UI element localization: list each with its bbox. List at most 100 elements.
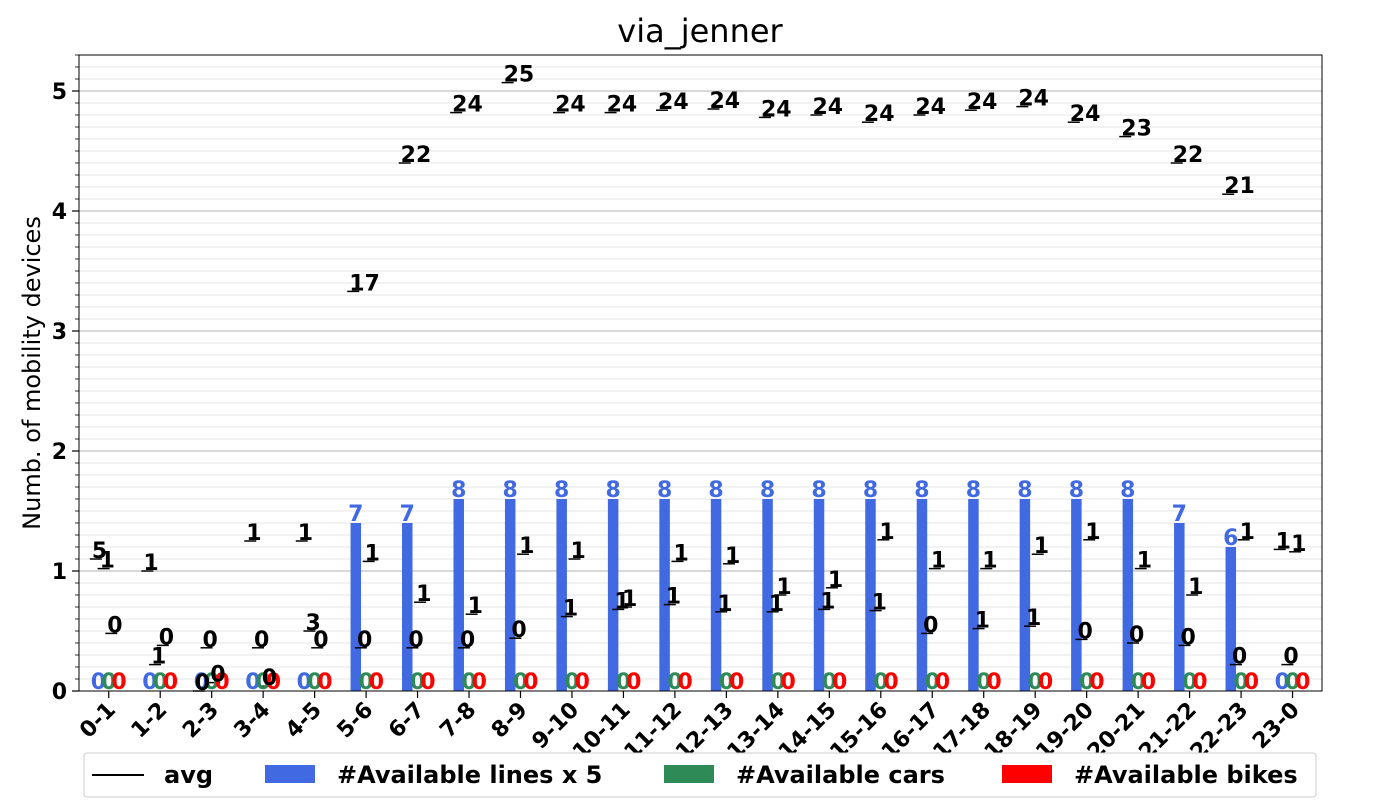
x-tick-label: 1-2 [127, 698, 173, 744]
avg-value-label: 0 [159, 625, 174, 650]
bar [504, 499, 516, 691]
bar [1071, 499, 1082, 691]
bar-value-label: 0 [358, 670, 373, 695]
bar-value-label: 0 [1028, 670, 1043, 695]
y-tick-label: 2 [52, 440, 67, 465]
bar-value-label: 0 [1038, 670, 1053, 695]
bar [710, 499, 722, 691]
bar-value-label: 0 [410, 670, 425, 695]
y-axis-label: Numb. of mobility devices [18, 216, 46, 530]
bar-value-label: 8 [657, 478, 672, 503]
avg-value-label: 0 [460, 628, 475, 653]
bar [1225, 547, 1237, 691]
x-tick-label: 5-6 [333, 698, 379, 744]
legend-label: #Available bikes [1074, 761, 1298, 789]
bar-value-label: 0 [564, 670, 579, 695]
bar [659, 499, 670, 691]
avg-value-label: 0 [1232, 645, 1247, 670]
bar-value-label: 0 [461, 670, 476, 695]
chart-title: via_jenner [617, 12, 783, 50]
bar-value-label: 0 [667, 670, 682, 695]
avg-value-label: 0 [210, 663, 225, 688]
avg-value-label: 1 [1291, 532, 1306, 557]
bar-value-label: 0 [1295, 670, 1310, 695]
legend-label: #Available lines x 5 [337, 761, 602, 789]
y-tick-label: 3 [52, 320, 67, 345]
bar [1019, 499, 1031, 691]
bar-value-label: 0 [883, 670, 898, 695]
avg-value-label: 25 [504, 63, 535, 88]
bar [916, 499, 928, 691]
legend-swatch [265, 765, 315, 783]
avg-value-label: 1 [879, 520, 894, 545]
x-tick-label: 7-8 [435, 698, 481, 744]
avg-value-label: 0 [254, 628, 269, 653]
bar-value-label: 0 [616, 670, 631, 695]
avg-value-label: 1 [563, 597, 578, 622]
bar [1122, 499, 1134, 691]
avg-value-label: 24 [452, 93, 483, 118]
bar-value-label: 0 [204, 670, 219, 695]
avg-value-label: 0 [1129, 623, 1144, 648]
bar-value-label: 8 [554, 478, 569, 503]
bar [762, 499, 773, 691]
bar-value-label: 0 [832, 670, 847, 695]
bar-value-label: 0 [153, 670, 168, 695]
bars [350, 499, 1237, 691]
bar-value-label: 8 [708, 478, 723, 503]
avg-value-label: 0 [1180, 625, 1195, 650]
bar-value-label: 7 [400, 502, 415, 527]
avg-value-label: 0 [107, 613, 122, 638]
bar-value-label: 0 [523, 670, 538, 695]
bar-value-label: 0 [307, 670, 322, 695]
avg-value-label: 24 [812, 95, 843, 120]
bar-value-label: 0 [1079, 670, 1094, 695]
avg-value-label: 24 [1018, 87, 1049, 112]
x-tick-label: 2-3 [178, 698, 224, 744]
avg-value-label: 24 [864, 102, 895, 127]
bar-value-label: 0 [770, 670, 785, 695]
bar [453, 499, 464, 691]
avg-value-label: 0 [313, 628, 328, 653]
bar-value-label: 0 [101, 670, 116, 695]
bar-value-label: 0 [925, 670, 940, 695]
bar-value-label: 0 [513, 670, 528, 695]
x-tick-label: 4-5 [281, 698, 327, 744]
bar-value-label: 0 [214, 670, 229, 695]
avg-value-label: 0 [357, 628, 372, 653]
avg-value-label: 1 [100, 549, 115, 574]
bar-value-label: 0 [194, 670, 209, 695]
bar-value-label: 0 [719, 670, 734, 695]
y-tick-label: 4 [52, 200, 67, 225]
avg-value-label: 1 [725, 544, 740, 569]
x-tick-label: 0-1 [75, 698, 121, 744]
bar-value-label: 0 [91, 670, 106, 695]
bar-value-label: 0 [1285, 670, 1300, 695]
bar-value-label: 7 [1172, 502, 1187, 527]
avg-value-label: 24 [607, 93, 638, 118]
avg-value-label: 1 [298, 521, 313, 546]
avg-value-label: 1 [365, 541, 380, 566]
avg-value-label: 1 [820, 589, 835, 614]
avg-value-label: 24 [710, 89, 741, 114]
avg-value-label: 1 [872, 591, 887, 616]
bar-value-label: 0 [678, 670, 693, 695]
bar-value-label: 0 [266, 670, 281, 695]
bar-value-label: 8 [811, 478, 826, 503]
avg-value-label: 0 [262, 666, 277, 691]
bar-value-label: 0 [245, 670, 260, 695]
bar [1174, 523, 1185, 691]
avg-value-label: 1 [931, 549, 946, 574]
bar-value-label: 0 [1233, 670, 1248, 695]
grid [79, 54, 1322, 680]
avg-value-label: 0 [408, 628, 423, 653]
avg-value-label: 22 [401, 143, 432, 168]
y-tick-label: 0 [52, 680, 67, 705]
bar-value-label: 0 [297, 670, 312, 695]
avg-value-label: 24 [967, 90, 998, 115]
avg-value-label: 1 [673, 541, 688, 566]
bar-value-label: 8 [503, 478, 518, 503]
avg-value-label: 1 [1026, 606, 1041, 631]
